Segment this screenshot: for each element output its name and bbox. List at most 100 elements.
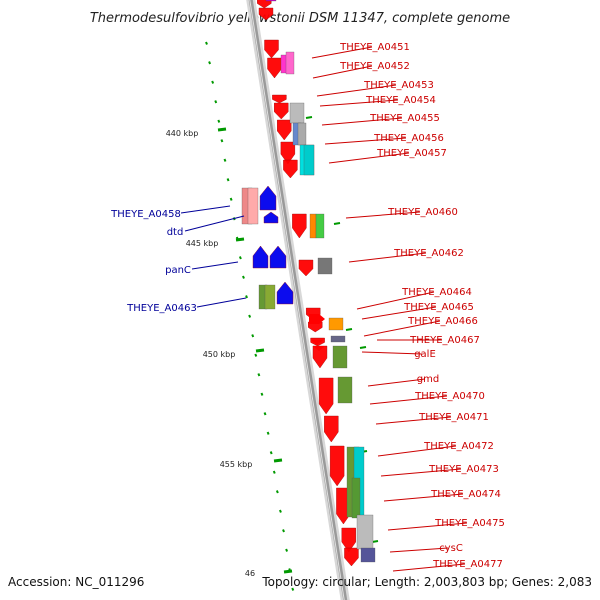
gene-label: THEYE_A0473	[428, 464, 499, 475]
leader-line	[180, 205, 231, 214]
feature-block	[303, 144, 315, 176]
gene-label: THEYE_A0456	[373, 133, 444, 144]
feature-block	[265, 0, 277, 2]
leader-line	[319, 99, 399, 107]
gene-label: panC	[165, 265, 191, 276]
gene-label: THEYE_A0463	[126, 303, 197, 314]
gene-label: THEYE_A0465	[403, 302, 474, 313]
minor-tick	[229, 197, 233, 201]
feature-block	[317, 257, 333, 275]
cds-arrow	[277, 119, 292, 141]
gene-label: THEYE_A0451	[339, 42, 410, 53]
minor-tick	[269, 451, 273, 455]
cds-arrow	[276, 281, 294, 305]
minor-tick	[291, 587, 295, 591]
cds-arrow	[272, 94, 287, 104]
gene-label: THEYE_A0453	[363, 80, 434, 91]
minor-tick	[272, 470, 276, 474]
minor-tick	[257, 373, 261, 377]
cds-arrow	[324, 415, 339, 443]
kbp-label: 455 kbp	[220, 460, 253, 469]
leader-line	[311, 46, 373, 59]
leader-line	[380, 468, 462, 477]
cds-arrow	[274, 102, 289, 120]
leader-line	[191, 261, 239, 270]
feature-block	[351, 477, 361, 519]
gene-label: cysC	[439, 543, 463, 554]
leader-line	[389, 547, 449, 553]
cds-arrow	[329, 445, 345, 487]
cds-arrow	[269, 245, 287, 269]
leader-line	[321, 117, 403, 126]
cds-arrow	[267, 57, 282, 79]
gene-label: THEYE_A0457	[376, 148, 447, 159]
gene-label: THEYE_A0472	[423, 441, 494, 452]
cds-arrow	[344, 547, 359, 567]
minor-tick	[208, 61, 212, 65]
cds-arrow	[259, 185, 277, 211]
cds-arrow	[263, 211, 279, 224]
kbp-tick	[255, 348, 265, 353]
leader-line	[369, 395, 448, 405]
gene-label: THEYE_A0464	[401, 287, 472, 298]
minor-tick	[285, 548, 289, 552]
kbp-tick	[235, 237, 245, 242]
cds-arrow	[264, 39, 279, 59]
gene-label: THEYE_A0471	[418, 412, 489, 423]
label-leaders	[180, 46, 468, 572]
leader-line	[361, 351, 423, 355]
gene-label: THEYE_A0474	[430, 489, 501, 500]
feature-block	[337, 376, 353, 404]
minor-tick	[305, 116, 313, 119]
kbp-tick	[283, 569, 293, 574]
minor-tick	[238, 256, 242, 260]
feature-block	[264, 284, 276, 310]
minor-tick	[279, 509, 282, 513]
kbp-label: 450 kbp	[203, 350, 236, 359]
gene-label: THEYE_A0466	[407, 316, 478, 327]
gene-label: THEYE_A0462	[393, 248, 464, 259]
kbp-label: 445 kbp	[186, 239, 219, 248]
feature-block	[332, 345, 348, 369]
feature-block	[297, 122, 307, 146]
kbp-tick	[217, 127, 227, 132]
cds-arrow	[311, 340, 323, 345]
leader-line	[328, 152, 410, 164]
gene-labels: THEYE_A0451 THEYE_A0452 THEYE_A0453 THEYE_A…	[110, 42, 505, 570]
leader-line	[312, 65, 373, 79]
minor-tick	[359, 346, 367, 349]
feature-block	[247, 187, 259, 225]
minor-tick	[345, 328, 353, 331]
minor-tick	[275, 490, 279, 494]
feature-block	[330, 335, 346, 343]
accession-text: Accession: NC_011296	[8, 575, 144, 589]
leader-line	[348, 252, 427, 263]
kbp-scale: 440 kbp 445 kbp 450 kbp 455 kbp 46	[166, 127, 293, 578]
gene-label: THEYE_A0467	[409, 335, 480, 346]
leader-line	[356, 291, 435, 310]
gene-label: dtd	[167, 227, 184, 238]
gene-label: gmd	[417, 374, 439, 385]
gene-label: THEYE_A0458	[110, 209, 181, 220]
cds-arrow	[257, 0, 272, 9]
cds-arrow	[280, 141, 296, 165]
axis-line	[248, 0, 348, 600]
genome-axis	[246, 0, 350, 600]
minor-tick	[245, 295, 248, 299]
leader-line	[361, 306, 437, 320]
minor-tick	[220, 139, 224, 143]
cds-arrow	[258, 7, 274, 21]
cds-arrow	[283, 159, 298, 179]
cds-arrow	[313, 346, 325, 351]
cds-arrow	[292, 213, 307, 239]
feature-block	[356, 514, 374, 550]
leader-line	[387, 522, 468, 531]
kbp-label: 46	[245, 569, 255, 578]
leader-line	[316, 84, 397, 97]
gene-label: THEYE_A0455	[369, 113, 440, 124]
minor-tick	[223, 158, 227, 162]
minor-tick	[254, 353, 258, 357]
minor-tick	[248, 314, 252, 318]
leader-line	[383, 493, 464, 502]
